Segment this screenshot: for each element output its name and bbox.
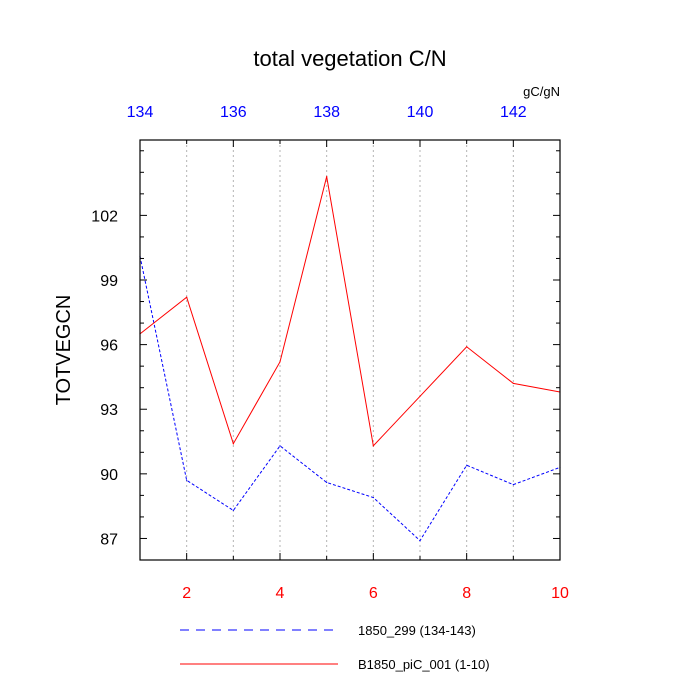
data-point: [466, 346, 468, 348]
data-point: [419, 540, 421, 542]
x-top-tick-label: 138: [313, 104, 340, 121]
y-tick-label: 102: [91, 208, 118, 225]
axes: 87 90 93 96 99 102 2 4 6 8 10 134 136 138 140 142: [91, 104, 569, 602]
y-tick-label: 93: [100, 402, 118, 419]
data-point: [232, 509, 234, 512]
y-axis-label: TOTVEGCN: [53, 295, 75, 406]
legend-label-2: B1850_piC_001 (1-10): [358, 657, 490, 672]
data-point: [326, 481, 328, 484]
x-bottom-tick-label: 4: [276, 585, 285, 602]
x-bottom-tick-label: 6: [369, 585, 378, 602]
x-top-tick-label: 134: [127, 104, 154, 121]
grid-lines: [186, 140, 514, 560]
y-tick-label: 99: [100, 273, 118, 290]
top-axis-units: gC/gN: [523, 84, 560, 99]
data-point: [186, 296, 188, 298]
data-point: [512, 484, 514, 486]
chart-title: total vegetation C/N: [253, 46, 446, 71]
data-point: [186, 479, 188, 481]
x-top-tick-label: 140: [407, 104, 434, 121]
y-tick-label: 96: [100, 338, 118, 355]
data-point: [466, 464, 468, 466]
legend: 1850_299 (134-143) B1850_piC_001 (1-10): [180, 623, 490, 672]
data-point: [326, 176, 328, 178]
data-point: [419, 395, 421, 397]
series-line-2: [139, 176, 561, 447]
legend-label-1: 1850_299 (134-143): [358, 623, 476, 638]
x-top-tick-label: 136: [220, 104, 247, 121]
data-point: [279, 361, 281, 363]
series-group: [139, 176, 561, 542]
y-tick-label: 90: [100, 467, 118, 484]
plot-frame: [139, 139, 561, 561]
x-bottom-tick-label: 8: [462, 585, 471, 602]
x-bottom-tick-label: 10: [551, 585, 569, 602]
x-bottom-tick-label: 2: [182, 585, 191, 602]
data-point: [232, 443, 234, 445]
y-tick-label: 87: [100, 531, 118, 548]
x-top-tick-label: 142: [500, 104, 527, 121]
series-line-1: [139, 256, 561, 542]
data-point: [372, 445, 374, 447]
data-point: [512, 382, 514, 384]
data-point: [372, 496, 374, 499]
data-point: [279, 445, 281, 447]
